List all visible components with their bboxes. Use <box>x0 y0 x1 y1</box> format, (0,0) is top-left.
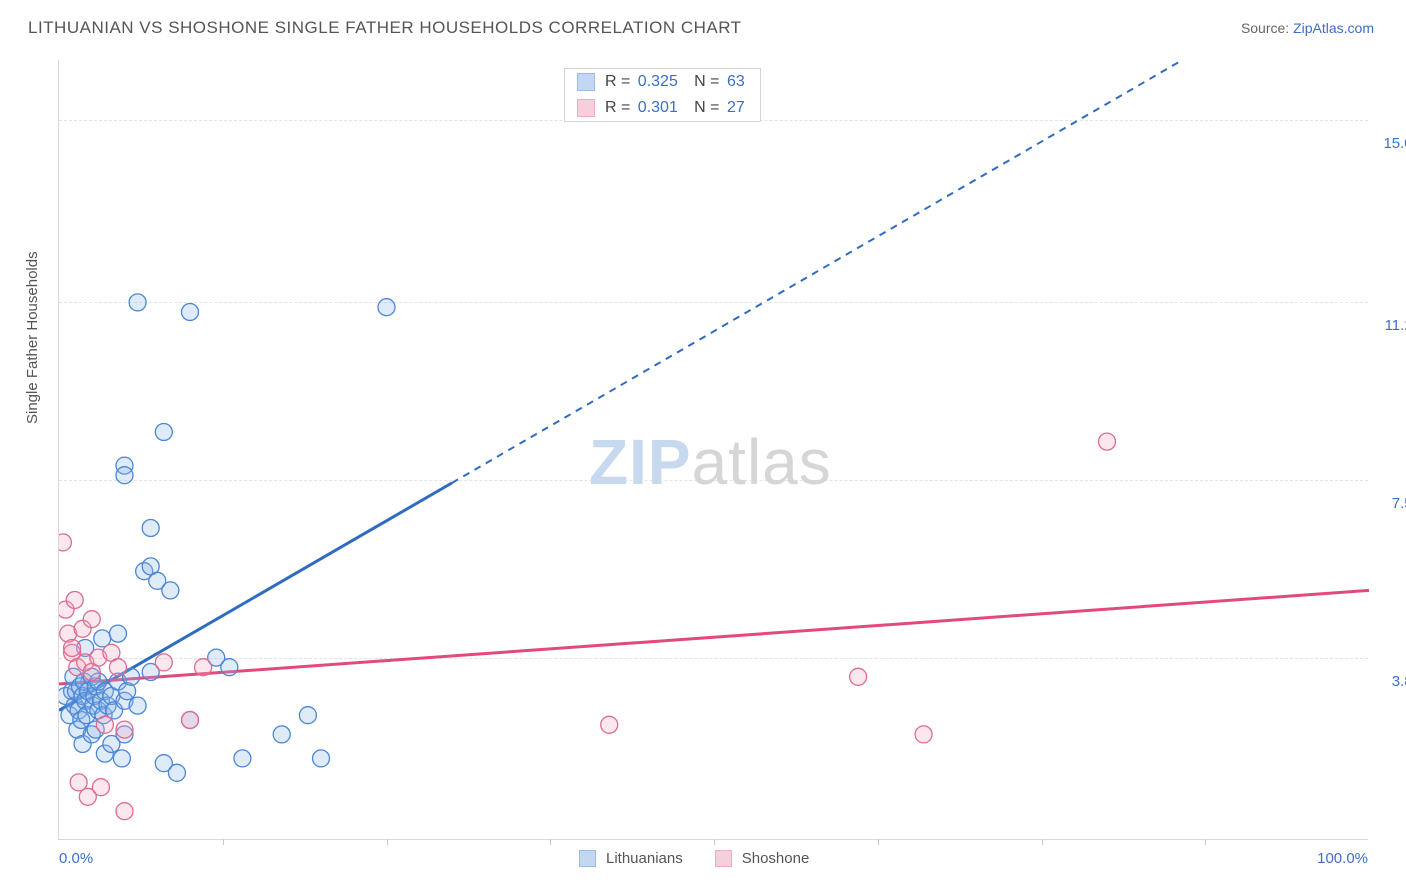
data-point <box>113 750 130 767</box>
y-tick-label: 11.2% <box>1385 317 1406 334</box>
data-point <box>221 659 238 676</box>
page-title: LITHUANIAN VS SHOSHONE SINGLE FATHER HOU… <box>28 18 742 38</box>
data-point <box>116 721 133 738</box>
source-link[interactable]: ZipAtlas.com <box>1293 20 1374 36</box>
stats-text: R = 0.301 N = 27 <box>605 99 748 117</box>
data-point <box>96 716 113 733</box>
data-point <box>313 750 330 767</box>
series-legend: Lithuanians Shoshone <box>579 850 831 867</box>
data-point <box>1099 433 1116 450</box>
data-point <box>129 294 146 311</box>
x-axis-label: 0.0% <box>59 850 93 867</box>
data-point <box>273 726 290 743</box>
data-point <box>168 764 185 781</box>
data-point <box>915 726 932 743</box>
data-point <box>234 750 251 767</box>
data-point <box>59 534 71 551</box>
data-point <box>83 611 100 628</box>
data-point <box>66 592 83 609</box>
data-point <box>64 640 81 657</box>
data-point <box>378 299 395 316</box>
data-point <box>162 582 179 599</box>
data-point <box>116 467 133 484</box>
data-point <box>116 803 133 820</box>
legend-swatch <box>577 99 595 117</box>
legend-label: Shoshone <box>742 850 810 867</box>
source-label: Source: <box>1241 20 1293 36</box>
data-point <box>129 697 146 714</box>
data-point <box>195 659 212 676</box>
y-axis-label: Single Father Households <box>24 251 41 424</box>
legend-swatch <box>579 850 596 867</box>
x-axis-label: 100.0% <box>1317 850 1368 867</box>
y-tick-label: 15.0% <box>1383 135 1406 152</box>
data-point <box>299 707 316 724</box>
scatter-plot: 3.8%7.5%11.2%15.0%0.0%100.0%ZIPatlasR = … <box>58 60 1368 840</box>
y-tick-label: 3.8% <box>1392 673 1406 690</box>
data-point <box>109 625 126 642</box>
data-point <box>142 520 159 537</box>
stats-row: R = 0.301 N = 27 <box>565 95 760 121</box>
stats-text: R = 0.325 N = 63 <box>605 73 748 91</box>
data-point <box>182 304 199 321</box>
data-point <box>109 659 126 676</box>
stats-row: R = 0.325 N = 63 <box>565 69 760 95</box>
legend-label: Lithuanians <box>606 850 683 867</box>
scatter-points <box>59 60 1369 840</box>
data-point <box>155 654 172 671</box>
data-point <box>92 779 109 796</box>
y-tick-label: 7.5% <box>1392 495 1406 512</box>
chart-container: Single Father Households 3.8%7.5%11.2%15… <box>28 54 1378 854</box>
data-point <box>601 716 618 733</box>
stats-legend: R = 0.325 N = 63 R = 0.301 N = 27 <box>564 68 761 122</box>
data-point <box>155 424 172 441</box>
legend-swatch <box>715 850 732 867</box>
source-attribution: Source: ZipAtlas.com <box>1241 20 1374 36</box>
data-point <box>182 712 199 729</box>
legend-swatch <box>577 73 595 91</box>
data-point <box>850 668 867 685</box>
